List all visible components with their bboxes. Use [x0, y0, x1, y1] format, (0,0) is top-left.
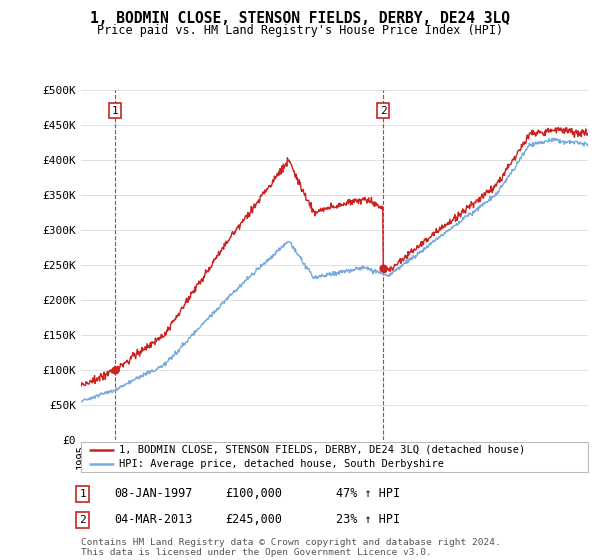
Text: Price paid vs. HM Land Registry's House Price Index (HPI): Price paid vs. HM Land Registry's House …: [97, 24, 503, 36]
Text: 2: 2: [380, 106, 386, 115]
Text: 08-JAN-1997: 08-JAN-1997: [114, 487, 193, 501]
Text: 04-MAR-2013: 04-MAR-2013: [114, 513, 193, 526]
Text: 23% ↑ HPI: 23% ↑ HPI: [336, 513, 400, 526]
Text: 1: 1: [79, 489, 86, 499]
FancyBboxPatch shape: [81, 442, 588, 472]
Text: 1: 1: [112, 106, 118, 115]
Text: 2: 2: [79, 515, 86, 525]
Text: 1, BODMIN CLOSE, STENSON FIELDS, DERBY, DE24 3LQ (detached house): 1, BODMIN CLOSE, STENSON FIELDS, DERBY, …: [119, 445, 525, 455]
Text: Contains HM Land Registry data © Crown copyright and database right 2024.
This d: Contains HM Land Registry data © Crown c…: [81, 538, 501, 557]
Point: [110, 365, 119, 374]
Text: 1, BODMIN CLOSE, STENSON FIELDS, DERBY, DE24 3LQ: 1, BODMIN CLOSE, STENSON FIELDS, DERBY, …: [90, 11, 510, 26]
Point: [378, 264, 388, 273]
Text: HPI: Average price, detached house, South Derbyshire: HPI: Average price, detached house, Sout…: [119, 459, 444, 469]
Text: 47% ↑ HPI: 47% ↑ HPI: [336, 487, 400, 501]
Text: £245,000: £245,000: [225, 513, 282, 526]
Text: £100,000: £100,000: [225, 487, 282, 501]
